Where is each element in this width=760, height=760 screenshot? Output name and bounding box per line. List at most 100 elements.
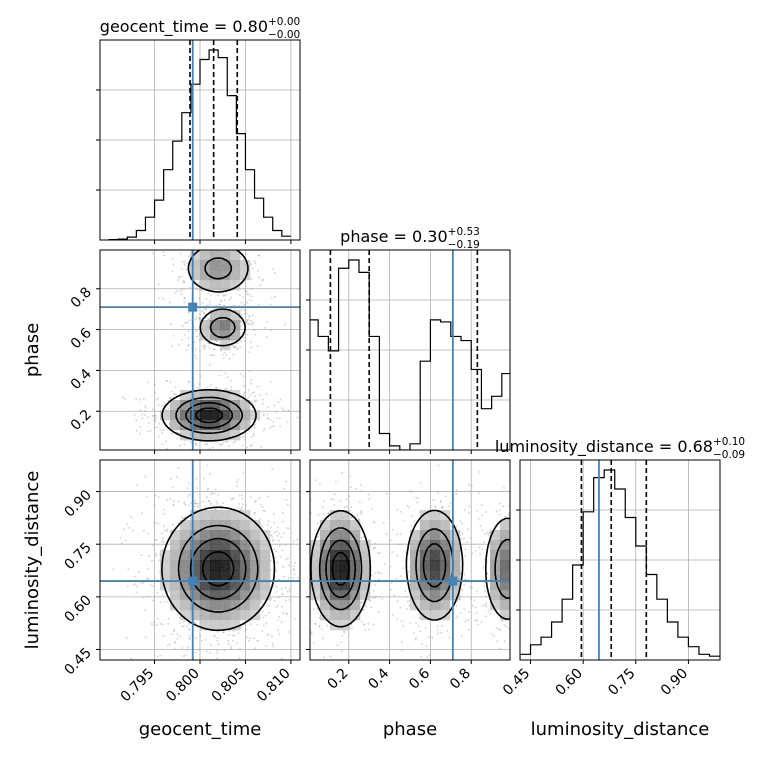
sample-point: [159, 623, 162, 625]
sample-point: [282, 566, 285, 568]
sample-point: [218, 303, 221, 306]
sample-point: [464, 548, 467, 551]
sample-point: [319, 483, 321, 485]
sample-point: [405, 596, 408, 598]
sample-point: [237, 347, 240, 350]
sample-point: [180, 288, 183, 291]
sample-point: [157, 617, 159, 620]
sample-point: [135, 591, 138, 594]
sample-point: [516, 580, 518, 582]
sample-point: [361, 621, 364, 623]
density-cell: [200, 580, 211, 591]
sample-point: [497, 628, 500, 631]
sample-point: [130, 516, 133, 518]
sample-point: [208, 500, 211, 503]
density-cell: [260, 560, 271, 571]
sample-point: [235, 342, 238, 345]
density-cell: [330, 570, 341, 581]
sample-point: [194, 502, 197, 504]
sample-point: [250, 435, 253, 438]
sample-point: [463, 537, 465, 540]
sample-point: [146, 568, 149, 570]
sample-point: [186, 649, 189, 651]
sample-point: [362, 601, 365, 603]
sample-point: [256, 640, 258, 642]
sample-point: [243, 304, 246, 306]
sample-point: [260, 525, 263, 527]
sample-point: [541, 594, 543, 596]
sample-point: [518, 633, 520, 635]
panel-phase__geocent_time-content: [100, 250, 300, 450]
density-cell: [230, 610, 241, 621]
sample-point: [189, 634, 191, 637]
density-cell: [220, 390, 231, 401]
sample-point: [225, 354, 228, 356]
density-cell: [190, 590, 201, 601]
sample-point: [359, 501, 361, 503]
density-cell: [180, 610, 191, 621]
density-cell: [490, 530, 501, 541]
sample-point: [389, 565, 392, 568]
sample-point: [283, 487, 286, 490]
sample-point: [415, 637, 417, 640]
sample-point: [368, 498, 371, 501]
sample-point: [514, 583, 516, 585]
hist-line-luminosity_distance: [520, 469, 720, 660]
sample-point: [399, 606, 402, 609]
density-cell: [430, 600, 441, 611]
sample-point: [147, 416, 150, 419]
sample-point: [149, 429, 152, 432]
sample-point: [153, 504, 156, 506]
sample-point: [151, 559, 153, 562]
sample-point: [228, 298, 231, 301]
sample-point: [177, 500, 180, 503]
sample-point: [178, 445, 181, 447]
sample-point: [256, 385, 259, 388]
sample-point: [154, 392, 157, 394]
sample-point: [252, 267, 254, 270]
sample-point: [521, 516, 523, 518]
sample-point: [515, 571, 517, 573]
sample-point: [243, 435, 246, 438]
sample-point: [199, 635, 202, 637]
sample-point: [262, 509, 265, 512]
sample-point: [411, 514, 414, 517]
sample-point: [240, 314, 243, 317]
sample-point: [240, 373, 243, 376]
title-upper-phase: +0.53: [448, 226, 480, 238]
sample-point: [243, 336, 245, 339]
sample-point: [360, 536, 363, 539]
sample-point: [195, 348, 198, 350]
sample-point: [317, 514, 320, 516]
sample-point: [212, 348, 215, 351]
xtick-label-luminosity_distance-1: 0.60: [553, 666, 586, 699]
sample-point: [281, 587, 283, 590]
density-cell: [220, 550, 231, 561]
sample-point: [275, 569, 278, 572]
sample-point: [186, 487, 189, 490]
hist-bar-geocent_time-15: [245, 170, 254, 240]
sample-point: [230, 646, 232, 648]
panel-luminosity_distance__geocent_time-density: [160, 510, 271, 631]
sample-point: [232, 497, 235, 500]
sample-point: [448, 636, 451, 639]
sample-point: [307, 619, 309, 621]
sample-point: [253, 637, 256, 640]
sample-point: [468, 628, 471, 631]
sample-point: [260, 445, 262, 448]
sample-point: [416, 501, 419, 504]
sample-point: [522, 613, 524, 615]
sample-point: [215, 387, 218, 389]
sample-point: [247, 389, 250, 392]
sample-point: [335, 663, 337, 665]
density-cell: [180, 400, 191, 411]
sample-point: [364, 629, 366, 632]
hist-bar-geocent_time-6: [164, 170, 173, 240]
sample-point: [159, 429, 162, 432]
sample-point: [258, 276, 260, 279]
sample-point: [481, 529, 484, 532]
density-cell: [250, 530, 261, 541]
sample-point: [426, 656, 428, 659]
sample-point: [367, 493, 370, 496]
sample-point: [516, 580, 518, 582]
